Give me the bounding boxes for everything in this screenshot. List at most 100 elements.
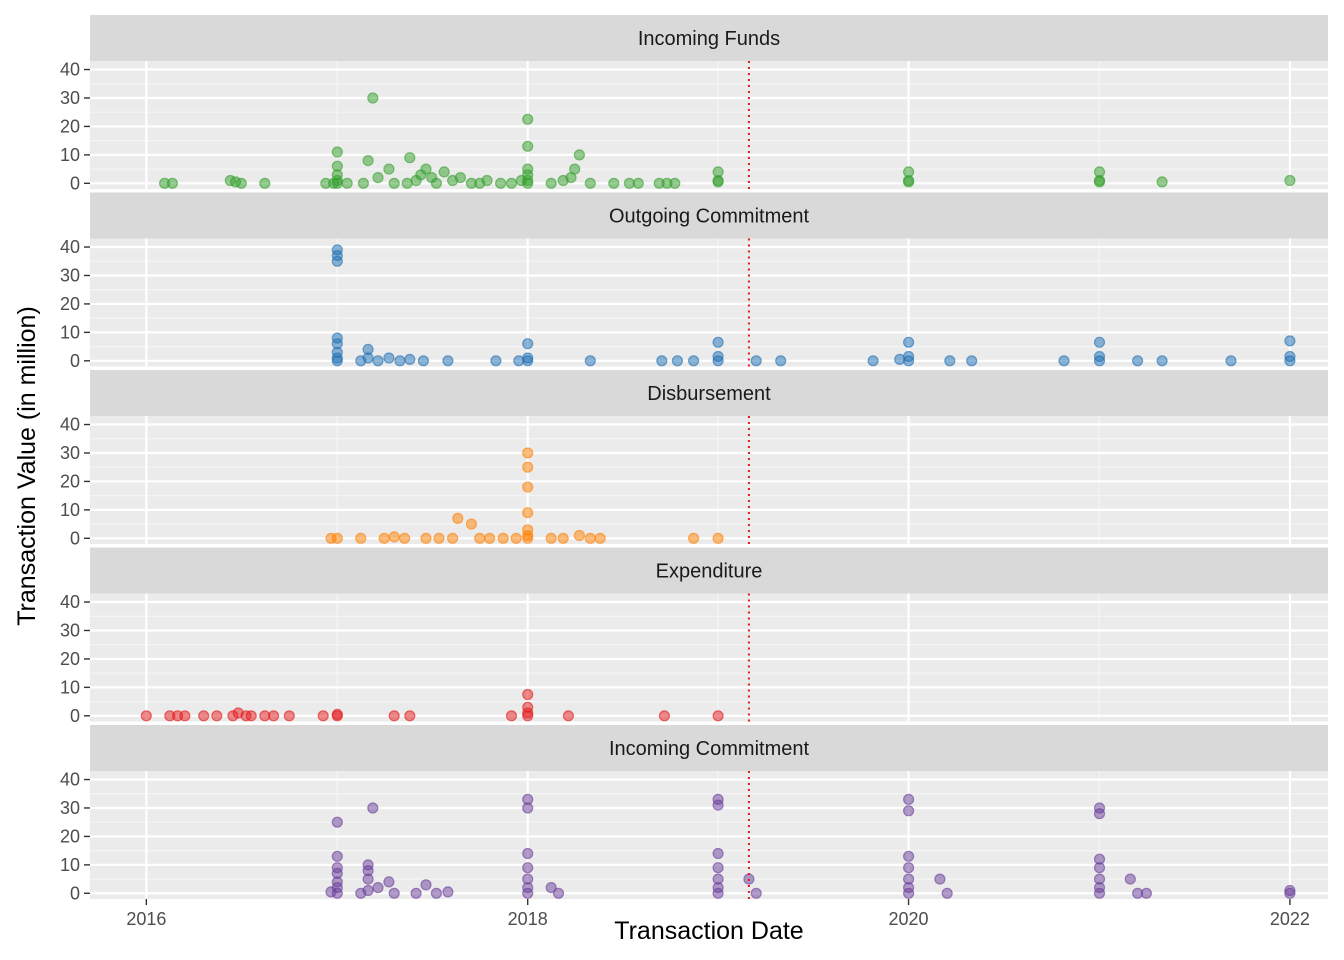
panel-points	[331, 244, 1296, 367]
y-tick-label: 40	[60, 60, 80, 80]
data-point	[1140, 887, 1153, 899]
y-tick-label: 20	[60, 826, 80, 846]
data-point	[712, 166, 724, 178]
data-point	[573, 149, 586, 161]
data-point	[573, 529, 586, 542]
data-point	[522, 447, 534, 459]
data-point	[166, 177, 178, 189]
data-point	[433, 532, 445, 544]
y-tick-label: 30	[60, 88, 80, 108]
data-point	[1093, 853, 1106, 865]
data-point	[420, 163, 432, 175]
data-point	[522, 873, 534, 885]
data-point	[944, 355, 956, 367]
data-point	[331, 708, 343, 721]
y-tick-label: 10	[60, 677, 80, 697]
data-point	[522, 352, 534, 364]
y-axis-title: Transaction Value (in million)	[13, 306, 41, 626]
data-point	[656, 355, 668, 367]
x-tick-label: 2022	[1270, 909, 1310, 929]
data-point	[367, 92, 379, 104]
panel-expenditure: Expenditure 0 10 20 30 40	[60, 547, 1328, 726]
data-point	[1156, 355, 1168, 367]
panel-background	[90, 771, 1328, 899]
data-point	[331, 850, 343, 862]
panel-background	[90, 61, 1328, 189]
data-point	[712, 336, 724, 348]
panel-background	[90, 238, 1328, 367]
y-tick-label: 0	[70, 173, 80, 193]
panel-points	[159, 92, 1296, 189]
data-point	[669, 177, 681, 189]
panel-title: Incoming Commitment	[609, 738, 810, 760]
data-point	[442, 886, 454, 898]
data-point	[1131, 355, 1144, 367]
panel-strip	[90, 192, 1328, 239]
y-tick-label: 10	[60, 145, 80, 165]
panel-strip	[90, 370, 1328, 416]
y-tick-label: 40	[60, 770, 80, 790]
data-point	[522, 507, 534, 519]
data-point	[388, 887, 400, 899]
data-point	[404, 710, 416, 722]
data-point	[584, 355, 596, 367]
data-point	[454, 172, 466, 184]
data-point	[902, 336, 915, 348]
data-point	[317, 710, 329, 722]
data-point	[671, 355, 684, 367]
data-point	[497, 532, 509, 544]
panel-title: Incoming Funds	[638, 28, 780, 50]
y-tick-label: 0	[70, 528, 80, 548]
data-point	[404, 353, 416, 365]
data-point	[331, 244, 343, 256]
data-point	[362, 859, 374, 871]
data-point	[522, 461, 534, 473]
data-point	[331, 160, 343, 172]
data-point	[1093, 873, 1106, 885]
data-point	[372, 881, 384, 894]
data-point	[522, 847, 534, 860]
y-tick-label: 40	[60, 415, 80, 435]
data-point	[941, 887, 953, 899]
data-point	[331, 332, 343, 344]
data-point	[569, 163, 581, 175]
data-point	[775, 355, 787, 367]
data-point	[283, 710, 295, 722]
data-point	[331, 532, 343, 544]
y-tick-label: 30	[60, 798, 80, 818]
panel-points	[325, 447, 724, 544]
data-point	[902, 873, 915, 885]
data-point	[355, 532, 367, 544]
data-point	[268, 710, 280, 722]
data-point	[438, 166, 450, 178]
data-point	[584, 177, 596, 189]
data-point	[430, 177, 442, 189]
data-point	[357, 177, 369, 189]
data-point	[1284, 174, 1296, 187]
y-tick-label: 20	[60, 471, 80, 491]
data-point	[510, 532, 522, 544]
panel-strip	[90, 15, 1328, 61]
data-point	[378, 532, 390, 544]
data-point	[1093, 336, 1106, 348]
data-point	[545, 881, 557, 894]
data-point	[712, 532, 724, 544]
data-point	[372, 355, 384, 367]
data-point	[902, 805, 915, 817]
panel-strip	[90, 547, 1328, 594]
x-tick-label: 2020	[889, 909, 929, 929]
panel-strip	[90, 725, 1328, 771]
y-tick-label: 20	[60, 649, 80, 669]
x-tick-label: 2016	[126, 909, 166, 929]
data-point	[465, 518, 477, 530]
data-point	[1284, 350, 1296, 363]
data-point	[1225, 355, 1237, 367]
data-point	[522, 701, 534, 713]
data-point	[505, 710, 518, 722]
data-point	[399, 532, 411, 544]
data-point	[522, 862, 534, 874]
data-point	[902, 850, 915, 862]
data-point	[410, 887, 422, 899]
y-tick-label: 30	[60, 265, 80, 285]
